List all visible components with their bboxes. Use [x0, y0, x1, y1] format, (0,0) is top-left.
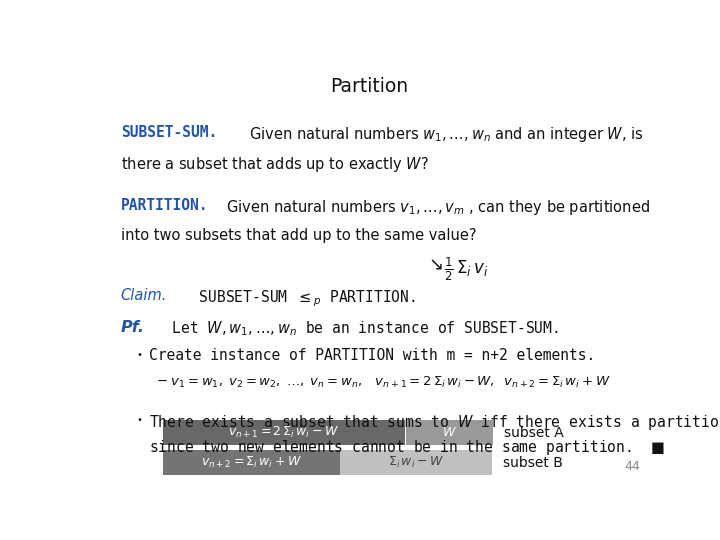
Text: Pf.: Pf. [121, 320, 145, 335]
Text: subset A: subset A [504, 426, 564, 440]
Text: $\Sigma_i\,w_i - W$: $\Sigma_i\,w_i - W$ [388, 455, 444, 470]
Text: subset B: subset B [503, 456, 563, 470]
Text: SUBSET-SUM.: SUBSET-SUM. [121, 125, 217, 140]
Bar [163, 450, 340, 475]
Bar [163, 420, 405, 445]
Text: $-\;v_1 = w_1,\;v_2 = w_2,\;\ldots,\;v_n = w_n,$$\;\;\;v_{n+1} = 2\,\Sigma_i\,w_: $-\;v_1 = w_1,\;v_2 = w_2,\;\ldots,\;v_n… [156, 374, 611, 389]
Text: 44: 44 [624, 460, 639, 473]
Text: $\bullet$: $\bullet$ [136, 348, 143, 358]
Text: Create instance of PARTITION with m = n+2 elements.: Create instance of PARTITION with m = n+… [148, 348, 595, 363]
Text: $W$: $W$ [442, 426, 457, 439]
Text: $v_{n+2} = \Sigma_i\,w_i + W$: $v_{n+2} = \Sigma_i\,w_i + W$ [201, 455, 302, 470]
Text: there a subset that adds up to exactly $W$?: there a subset that adds up to exactly $… [121, 155, 428, 174]
Bar [340, 450, 492, 475]
Text: $\bullet$: $\bullet$ [136, 414, 143, 423]
Text: since two new elements cannot be in the same partition.  $\blacksquare$: since two new elements cannot be in the … [148, 438, 665, 457]
Bar [406, 420, 493, 445]
Text: SUBSET-SUM $\leq_p$ PARTITION.: SUBSET-SUM $\leq_p$ PARTITION. [181, 288, 415, 309]
Text: There exists a subset that sums to $W$ iff there exists a partition: There exists a subset that sums to $W$ i… [148, 414, 720, 433]
Text: Claim.: Claim. [121, 288, 167, 303]
Text: PARTITION.: PARTITION. [121, 198, 208, 213]
Text: $\frac{1}{2}\,\Sigma_i\,v_i$: $\frac{1}{2}\,\Sigma_i\,v_i$ [444, 255, 489, 283]
Text: $\searrow$: $\searrow$ [425, 255, 443, 273]
Text: Given natural numbers $w_1, \ldots, w_n$ and an integer $W$, is: Given natural numbers $w_1, \ldots, w_n$… [240, 125, 643, 144]
Text: Let $W, w_1, \ldots, w_n$ be an instance of SUBSET-SUM.: Let $W, w_1, \ldots, w_n$ be an instance… [154, 320, 559, 339]
Text: Partition: Partition [330, 77, 408, 96]
Text: $v_{n+1} = 2\,\Sigma_i\,w_i - W$: $v_{n+1} = 2\,\Sigma_i\,w_i - W$ [228, 425, 339, 440]
Text: Given natural numbers $v_1, \ldots, v_m$ , can they be partitioned: Given natural numbers $v_1, \ldots, v_m$… [217, 198, 650, 218]
Text: into two subsets that add up to the same value?: into two subsets that add up to the same… [121, 228, 476, 244]
